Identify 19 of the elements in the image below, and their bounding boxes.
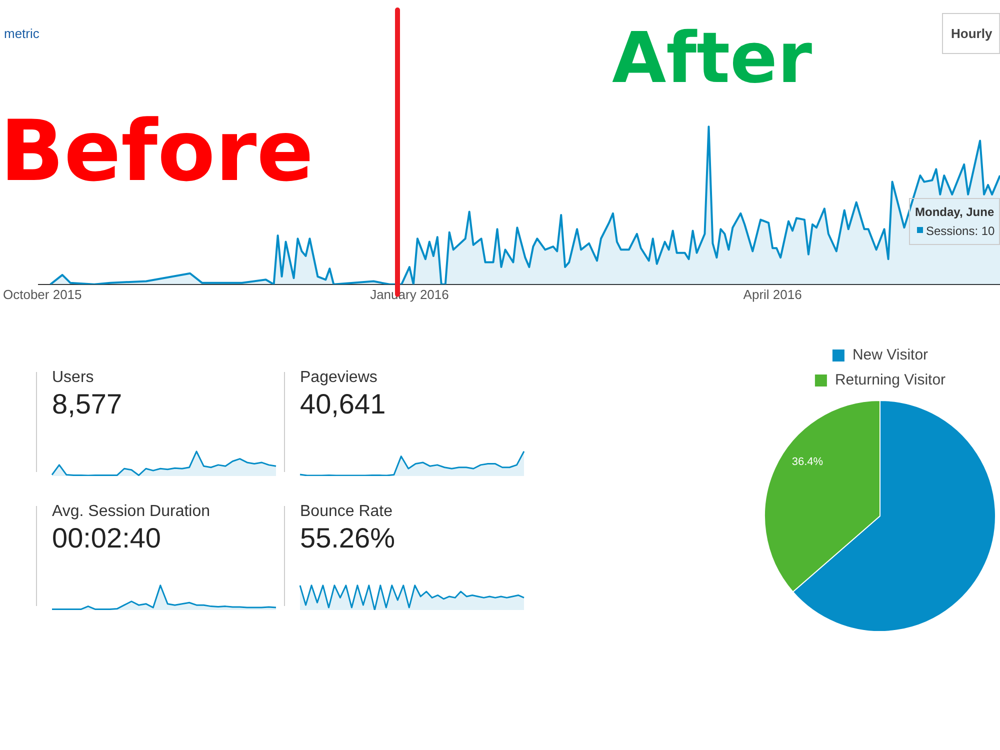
chart-title: Users — [52, 369, 94, 386]
legend-label: New Visitor — [852, 346, 928, 364]
annotation: Monday, June — [915, 205, 994, 219]
chart-title: Avg. Session Duration — [52, 503, 210, 520]
text: After — [612, 17, 813, 99]
text: metric — [4, 26, 40, 41]
text: Hourly — [951, 26, 993, 41]
data-label: 36.4% — [792, 456, 824, 468]
legend-label: Returning Visitor — [834, 372, 946, 389]
chart-title: Bounce Rate — [300, 503, 393, 520]
x-tick-label: October 2015 — [2, 286, 82, 302]
annotation: Before — [0, 102, 314, 200]
chart-title: Pageviews — [300, 369, 378, 386]
chart-subtitle: 55.26% — [300, 522, 395, 554]
chart-subtitle: 8,577 — [52, 388, 122, 420]
chart-subtitle: 40,641 — [300, 388, 386, 420]
x-tick-label: April 2016 — [743, 286, 802, 302]
chart-subtitle: 00:02:40 — [52, 522, 161, 554]
annotation: Sessions: 10 — [926, 224, 996, 238]
